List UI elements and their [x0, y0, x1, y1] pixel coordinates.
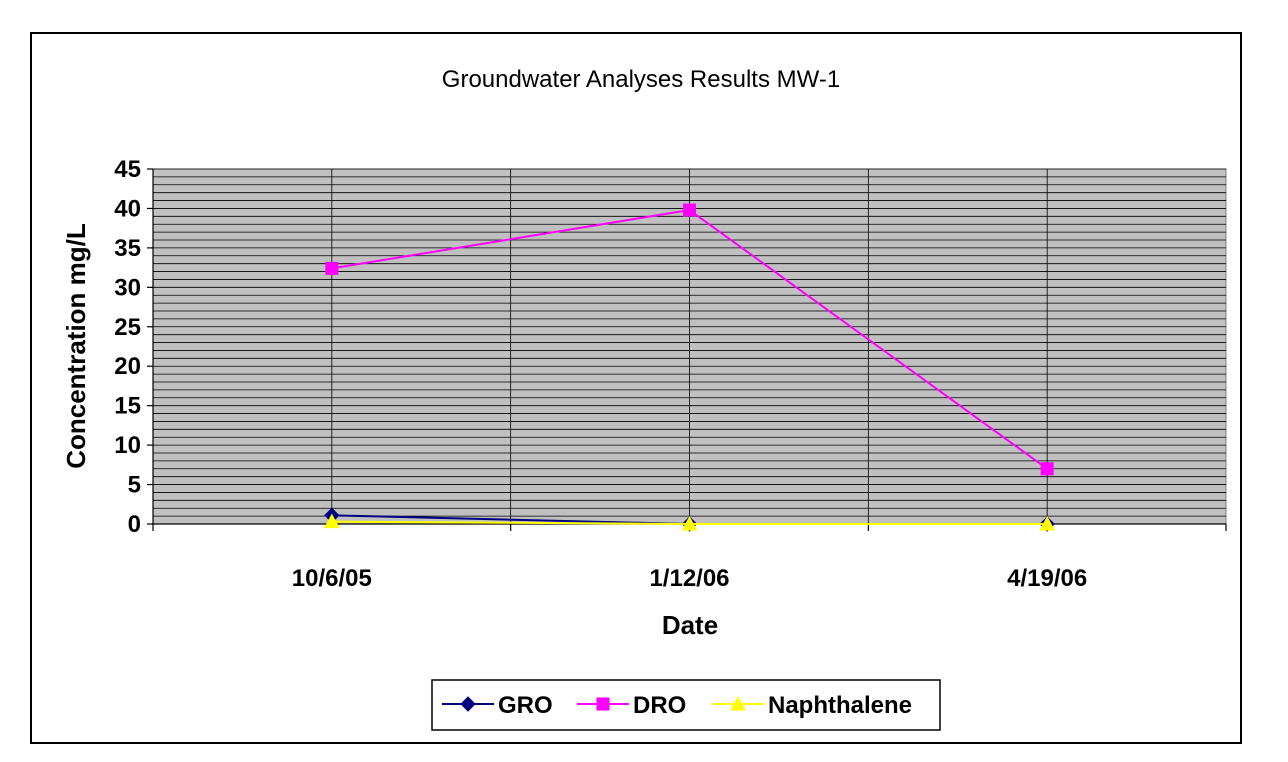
- y-tick-label: 20: [114, 353, 141, 380]
- y-tick-label: 45: [114, 156, 141, 183]
- y-tick-label: 40: [114, 195, 141, 222]
- legend-layer: GRO DRO Naphthalene: [442, 692, 912, 719]
- x-tick-label: 4/19/06: [1007, 565, 1087, 592]
- y-tick-label: 15: [114, 393, 141, 420]
- chart-frame: Groundwater Analyses Results MW-1 0 5 10 15…: [30, 32, 1242, 744]
- legend-box: [431, 679, 941, 731]
- y-axis-label: Concentration mg/L: [61, 223, 91, 469]
- chart-svg: Groundwater Analyses Results MW-1 0 5 10 15…: [61, 66, 1227, 731]
- y-tick-label: 10: [114, 432, 141, 459]
- y-tick-label: 0: [128, 511, 141, 538]
- data-point-naphthalene: [1039, 515, 1056, 531]
- x-axis-label: Date: [662, 610, 718, 640]
- series-layer: [323, 203, 1056, 532]
- legend-marker-naphthalene: [730, 695, 746, 711]
- legend-label-naphthalene: Naphthalene: [768, 692, 912, 719]
- legend-marker-gro: [460, 696, 476, 712]
- y-tick-label: 35: [114, 235, 141, 262]
- data-point-dro: [325, 261, 339, 275]
- data-point-dro: [1040, 462, 1054, 476]
- legend-label-dro: DRO: [633, 692, 686, 719]
- y-tick-label: 5: [128, 472, 141, 499]
- data-point-naphthalene: [323, 513, 340, 529]
- data-point-naphthalene: [681, 515, 698, 531]
- y-tick-label: 25: [114, 314, 141, 341]
- legend-marker-dro: [596, 697, 610, 711]
- x-tick-label: 10/6/05: [292, 565, 372, 592]
- y-tick-label: 30: [114, 274, 141, 301]
- legend-label-gro: GRO: [498, 692, 553, 719]
- x-tick-label: 1/12/06: [649, 565, 729, 592]
- data-point-dro: [683, 203, 696, 217]
- chart-title: Groundwater Analyses Results MW-1: [442, 66, 840, 93]
